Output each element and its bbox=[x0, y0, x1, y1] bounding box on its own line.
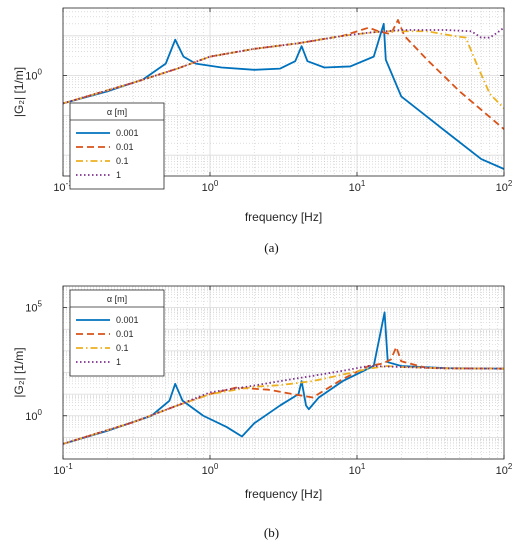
legend-entry-3: 1 bbox=[116, 357, 121, 367]
x-tick-label: 102 bbox=[496, 179, 513, 194]
legend-title: α [m] bbox=[107, 107, 127, 117]
legend-entry-1: 0.01 bbox=[116, 142, 134, 152]
x-tick-label: 10-1 bbox=[53, 179, 73, 194]
legend-entry-0: 0.001 bbox=[116, 128, 139, 138]
x-tick-label: 102 bbox=[496, 462, 513, 477]
legend-entry-2: 0.1 bbox=[116, 156, 129, 166]
x-tick-label: 100 bbox=[202, 179, 219, 194]
legend: α [m] 0.001 0.01 0.1 1 bbox=[69, 289, 165, 377]
x-tick-label: 101 bbox=[349, 462, 366, 477]
x-axis-label: frequency [Hz] bbox=[245, 210, 322, 224]
legend-title: α [m] bbox=[107, 294, 127, 304]
legend-entry-2: 0.1 bbox=[116, 343, 129, 353]
series-line-1 bbox=[63, 346, 504, 445]
x-tick-label: 10-1 bbox=[53, 462, 73, 477]
series-group bbox=[63, 19, 504, 170]
legend-entry-0: 0.001 bbox=[116, 315, 139, 325]
legend: α [m] 0.001 0.01 0.1 1 bbox=[69, 102, 165, 190]
series-group bbox=[63, 311, 504, 445]
chart-panel-b: 10-1 100 101 102 100 105 frequency [Hz] |G₂| [1… bbox=[12, 285, 513, 540]
series-line-3 bbox=[63, 365, 504, 445]
chart-panel-a: 10-1 100 101 102 100 frequency [Hz] |G₂| [1/m]… bbox=[12, 7, 513, 255]
legend-entry-3: 1 bbox=[116, 170, 121, 180]
legend-entry-1: 0.01 bbox=[116, 329, 134, 339]
x-tick-label: 100 bbox=[202, 462, 219, 477]
y-axis-label: |G₂| [1/m] bbox=[12, 347, 26, 397]
series-line-0 bbox=[63, 22, 504, 170]
panel-label: (a) bbox=[264, 240, 278, 255]
series-line-0 bbox=[63, 311, 504, 445]
x-axis-label: frequency [Hz] bbox=[245, 487, 322, 501]
y-axis-label: |G₂| [1/m] bbox=[12, 67, 26, 117]
y-tick-label: 100 bbox=[25, 68, 42, 83]
panel-label: (b) bbox=[264, 525, 279, 540]
x-tick-label: 101 bbox=[349, 179, 366, 194]
y-tick-label: 100 bbox=[25, 408, 42, 423]
axes-box bbox=[62, 7, 505, 177]
legend-box bbox=[69, 289, 165, 377]
axes-box bbox=[62, 285, 505, 460]
y-tick-label: 105 bbox=[25, 300, 42, 315]
grid bbox=[62, 7, 504, 177]
legend-box bbox=[69, 102, 165, 190]
